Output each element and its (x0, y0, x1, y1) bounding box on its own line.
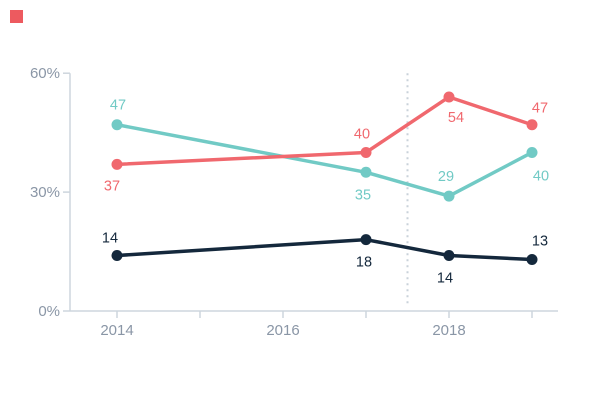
y-tick-label: 0% (38, 303, 60, 320)
y-tick-label: 60% (30, 65, 60, 82)
navy-series-point-marker (443, 250, 455, 262)
navy-series-point-label: 14 (437, 271, 453, 287)
teal-series-point-marker (111, 119, 123, 131)
coral-series-point-marker (360, 146, 372, 158)
x-tick-label: 2016 (266, 322, 299, 339)
navy-series-point-marker (526, 253, 538, 265)
navy-series-point-label: 13 (532, 233, 548, 249)
x-tick-label: 2014 (100, 322, 133, 339)
coral-series-point-marker (111, 158, 123, 170)
teal-series-point-label: 35 (355, 187, 371, 203)
coral-series-point-marker (443, 91, 455, 103)
coral-series-point-label: 37 (104, 178, 120, 194)
teal-series-point-label: 47 (110, 98, 126, 114)
navy-series-point-marker (111, 250, 123, 262)
teal-series-point-marker (443, 190, 455, 202)
coral-series-line (115, 95, 534, 167)
coral-series-point-label: 47 (532, 101, 548, 117)
x-tick-label: 2018 (432, 322, 465, 339)
navy-series-line (115, 237, 534, 262)
teal-series-line (115, 122, 534, 198)
teal-series-point-marker (360, 166, 372, 178)
teal-series-point-label: 29 (438, 169, 454, 185)
navy-series-point-label: 14 (102, 231, 118, 247)
coral-series-point-label: 54 (448, 110, 464, 126)
teal-series-point-marker (526, 146, 538, 158)
coral-series-point-label: 40 (354, 126, 370, 142)
brand-logo-square (10, 10, 23, 23)
navy-series-point-label: 18 (356, 255, 372, 271)
teal-series-point-label: 40 (533, 168, 549, 184)
coral-series-point-marker (526, 119, 538, 131)
y-tick-label: 30% (30, 184, 60, 201)
navy-series-point-marker (360, 234, 372, 246)
